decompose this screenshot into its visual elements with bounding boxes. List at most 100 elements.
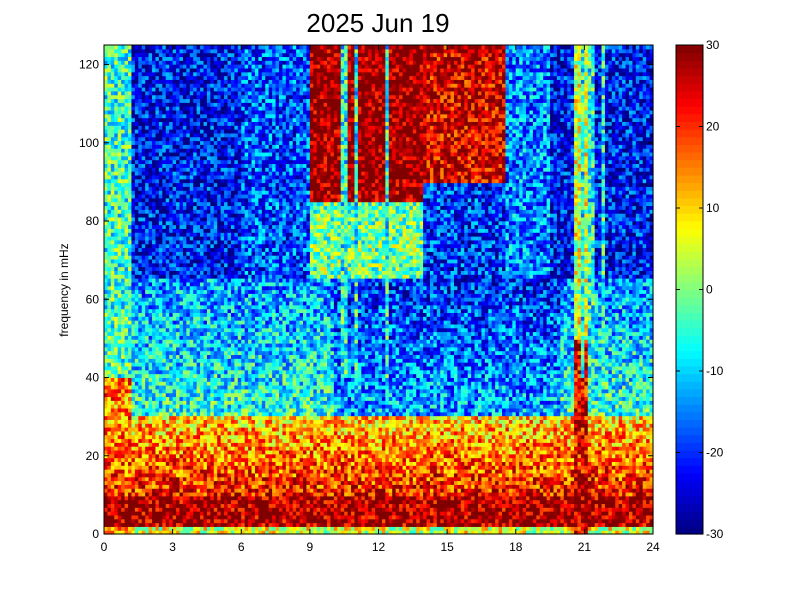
heatmap-cell [186,148,190,152]
heatmap-cell [131,339,135,343]
heatmap-cell [200,91,204,95]
heatmap-cell [149,121,153,125]
heatmap-cell [204,500,208,504]
heatmap-cell [159,133,163,137]
heatmap-cell [162,305,166,309]
heatmap-cell [114,121,118,125]
heatmap-cell [197,412,201,416]
heatmap-cell [125,45,129,49]
heatmap-cell [214,377,218,381]
heatmap-cell [138,209,142,213]
heatmap-cell [152,247,156,251]
heatmap-cell [152,431,156,435]
heatmap-cell [228,183,232,187]
heatmap-cell [176,458,180,462]
heatmap-cell [176,431,180,435]
heatmap-cell [176,320,180,324]
heatmap-cell [217,114,221,118]
heatmap-cell [107,156,111,160]
heatmap-cell [142,339,146,343]
heatmap-cell [166,377,170,381]
heatmap-cell [207,106,211,110]
heatmap-cell [149,171,153,175]
heatmap-cell [231,125,235,129]
heatmap-cell [183,324,187,328]
heatmap-cell [204,106,208,110]
heatmap-cell [204,202,208,206]
heatmap-cell [125,98,129,102]
heatmap-cell [149,324,153,328]
heatmap-cell [221,91,225,95]
heatmap-cell [186,49,190,53]
heatmap-cell [193,423,197,427]
heatmap-cell [217,312,221,316]
heatmap-cell [114,354,118,358]
heatmap-cell [138,503,142,507]
heatmap-cell [111,446,115,450]
heatmap-cell [114,297,118,301]
heatmap-cell [183,332,187,336]
heatmap-cell [176,160,180,164]
heatmap-cell [176,267,180,271]
heatmap-cell [149,385,153,389]
heatmap-cell [166,110,170,114]
heatmap-cell [207,98,211,102]
heatmap-cell [234,324,238,328]
heatmap-cell [210,79,214,83]
heatmap-cell [121,121,125,125]
heatmap-cell [169,102,173,106]
heatmap-cell [234,347,238,351]
heatmap-cell [207,354,211,358]
heatmap-cell [176,45,180,49]
heatmap-cell [210,247,214,251]
heatmap-cell [193,98,197,102]
heatmap-cell [207,56,211,60]
heatmap-cell [207,221,211,225]
heatmap-cell [111,431,115,435]
heatmap-cell [149,167,153,171]
heatmap-cell [155,255,159,259]
heatmap-cell [234,167,238,171]
heatmap-cell [173,72,177,76]
heatmap-cell [111,481,115,485]
heatmap-cell [169,232,173,236]
heatmap-cell [131,60,135,64]
heatmap-cell [183,515,187,519]
heatmap-cell [186,435,190,439]
heatmap-cell [204,481,208,485]
heatmap-cell [159,335,163,339]
heatmap-cell [128,309,132,313]
heatmap-cell [210,427,214,431]
heatmap-cell [197,221,201,225]
heatmap-cell [166,381,170,385]
heatmap-cell [121,339,125,343]
heatmap-cell [228,381,232,385]
heatmap-cell [145,503,149,507]
heatmap-cell [149,205,153,209]
heatmap-cell [200,519,204,523]
heatmap-cell [186,45,190,49]
heatmap-cell [217,60,221,64]
heatmap-cell [183,526,187,530]
heatmap-cell [104,45,108,49]
heatmap-cell [210,106,214,110]
heatmap-cell [186,450,190,454]
heatmap-cell [135,465,139,469]
heatmap-cell [210,118,214,122]
heatmap-cell [210,217,214,221]
heatmap-cell [193,110,197,114]
heatmap-cell [173,217,177,221]
heatmap-cell [118,332,122,336]
heatmap-cell [138,198,142,202]
heatmap-cell [197,416,201,420]
heatmap-cell [173,347,177,351]
heatmap-cell [111,293,115,297]
heatmap-cell [107,320,111,324]
heatmap-cell [234,488,238,492]
heatmap-cell [228,121,232,125]
heatmap-cell [217,152,221,156]
heatmap-cell [200,95,204,99]
heatmap-cell [200,152,204,156]
heatmap-cell [204,312,208,316]
heatmap-cell [186,183,190,187]
